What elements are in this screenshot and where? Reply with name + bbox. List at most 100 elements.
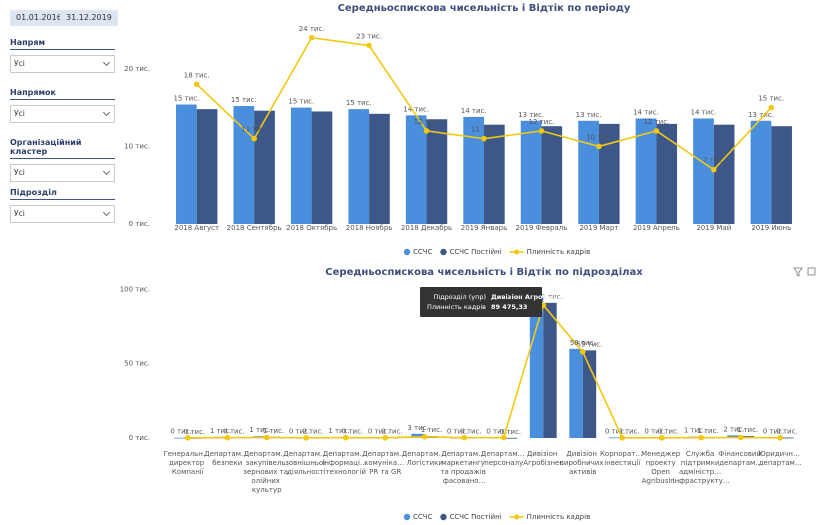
line-point [658,435,665,441]
line-point [538,128,545,134]
bar [598,123,620,224]
bar [608,437,623,439]
x-tick-label: Департам… персоналу [481,450,527,467]
bar [582,350,597,438]
chart: Середньоспискова чисельність і Відтік по… [124,3,792,256]
line-point [698,434,705,441]
line-point [481,135,487,142]
bar [369,113,390,224]
line-point [263,434,270,441]
line-point [500,434,507,441]
data-label: 1 тис. [697,427,718,435]
bar [411,433,425,438]
x-tick-label: Департам… зовнішньої діяльності [283,450,329,476]
x-tick-label: 2019 Январь [461,224,507,232]
y-tick-label: 0 тис. [129,434,150,442]
data-label: 0 тис. [302,428,323,436]
line-point [366,42,372,49]
bar [484,124,505,224]
slicer-dropdown[interactable]: Усі [10,55,115,73]
data-label: 1 тис. [421,426,442,434]
data-label: 0 тис. [447,428,468,436]
data-label: 0 тис. [223,427,244,435]
x-tick-label: 2018 Декабрь [401,224,452,232]
x-tick-label: Департам… безпеки [204,450,250,467]
bar [543,302,557,438]
legend-swatch [514,249,520,255]
line-point [184,435,191,441]
bar [578,120,599,224]
data-label: 14 тис. [461,107,487,115]
line-point [421,434,428,440]
bar [503,437,518,439]
chart: Середньоспискова чисельність і Відтік по… [120,267,802,521]
x-tick-label: 2018 Август [174,224,219,232]
slicer-dropdown[interactable]: Усі [10,105,115,123]
data-label: 0 тис. [289,428,310,436]
line-point [423,128,430,134]
line-point [193,81,200,88]
data-label: 15 тис. [288,98,314,106]
focus-icon[interactable] [807,267,816,276]
x-tick-label: 2019 Март [579,224,618,232]
bar [463,116,484,224]
data-label: 1 тис. [684,427,705,435]
data-label: 15 тис. [231,96,257,104]
bar [727,435,741,438]
y-tick-label: 20 тис. [124,65,150,73]
line-point [737,434,744,441]
data-label: 23 тис. [356,33,382,41]
slicer-label: Напрямок [10,88,115,100]
data-label: 0 тис. [381,428,402,436]
x-tick-label: 2018 Октябрь [286,224,337,232]
x-tick-label: 2019 Май [696,224,731,232]
line-point [579,349,586,355]
date-from[interactable]: 01.01.2016 [10,10,68,26]
x-tick-label: Дивізіон виробничих активів [560,450,606,476]
x-tick-label: 2018 Сентябрь [227,224,282,232]
line-point [224,434,231,441]
slicer-dropdown[interactable]: Усі [10,205,115,223]
x-tick-label: 2019 Февраль [516,224,568,232]
bar [196,109,218,224]
bar [656,123,678,224]
data-label: 10 тис. [586,133,612,141]
legend-label: Плинність кадрів [527,248,591,256]
slicer-label: Напрям [10,38,115,50]
data-label: 59 тис. [577,340,603,348]
line-point [342,434,349,441]
tooltip-box [420,287,542,317]
legend-swatch [440,513,447,521]
data-label: 0 тис. [776,428,797,436]
slicer: Напрям Усі [10,38,115,73]
x-tick-label: 2018 Ноябрь [346,224,393,232]
slicer: Напрямок Усі [10,88,115,123]
bar [405,115,427,224]
bar [254,110,275,224]
legend-swatch [514,514,520,520]
bar [176,104,197,224]
data-label: 1 тис. [249,426,270,434]
slicer-dropdown[interactable]: Усі [10,164,115,182]
y-tick-label: 0 тис. [129,220,150,228]
data-label: 11 тис. [241,126,267,134]
y-tick-label: 100 тис. [120,285,150,293]
data-label: 15 тис. [758,95,784,103]
data-label: 18 тис. [184,71,210,79]
data-label: 11 тис. [471,126,497,134]
bar [750,120,772,224]
data-label: 0 тис. [184,428,205,436]
data-label: 12 тис. [643,118,669,126]
legend-swatch [403,248,411,256]
date-to[interactable]: 31.12.2019 [60,10,118,26]
data-label: 91 тис. [537,293,563,301]
filter-icon[interactable] [793,267,803,277]
legend-label: Плинність кадрів [527,513,591,521]
data-label: 15 тис. [173,94,199,102]
line-point [382,435,389,441]
data-label: 58 тис. [570,339,596,347]
data-label: 1 тис. [737,426,758,434]
bar [233,106,255,224]
bar [290,107,312,224]
